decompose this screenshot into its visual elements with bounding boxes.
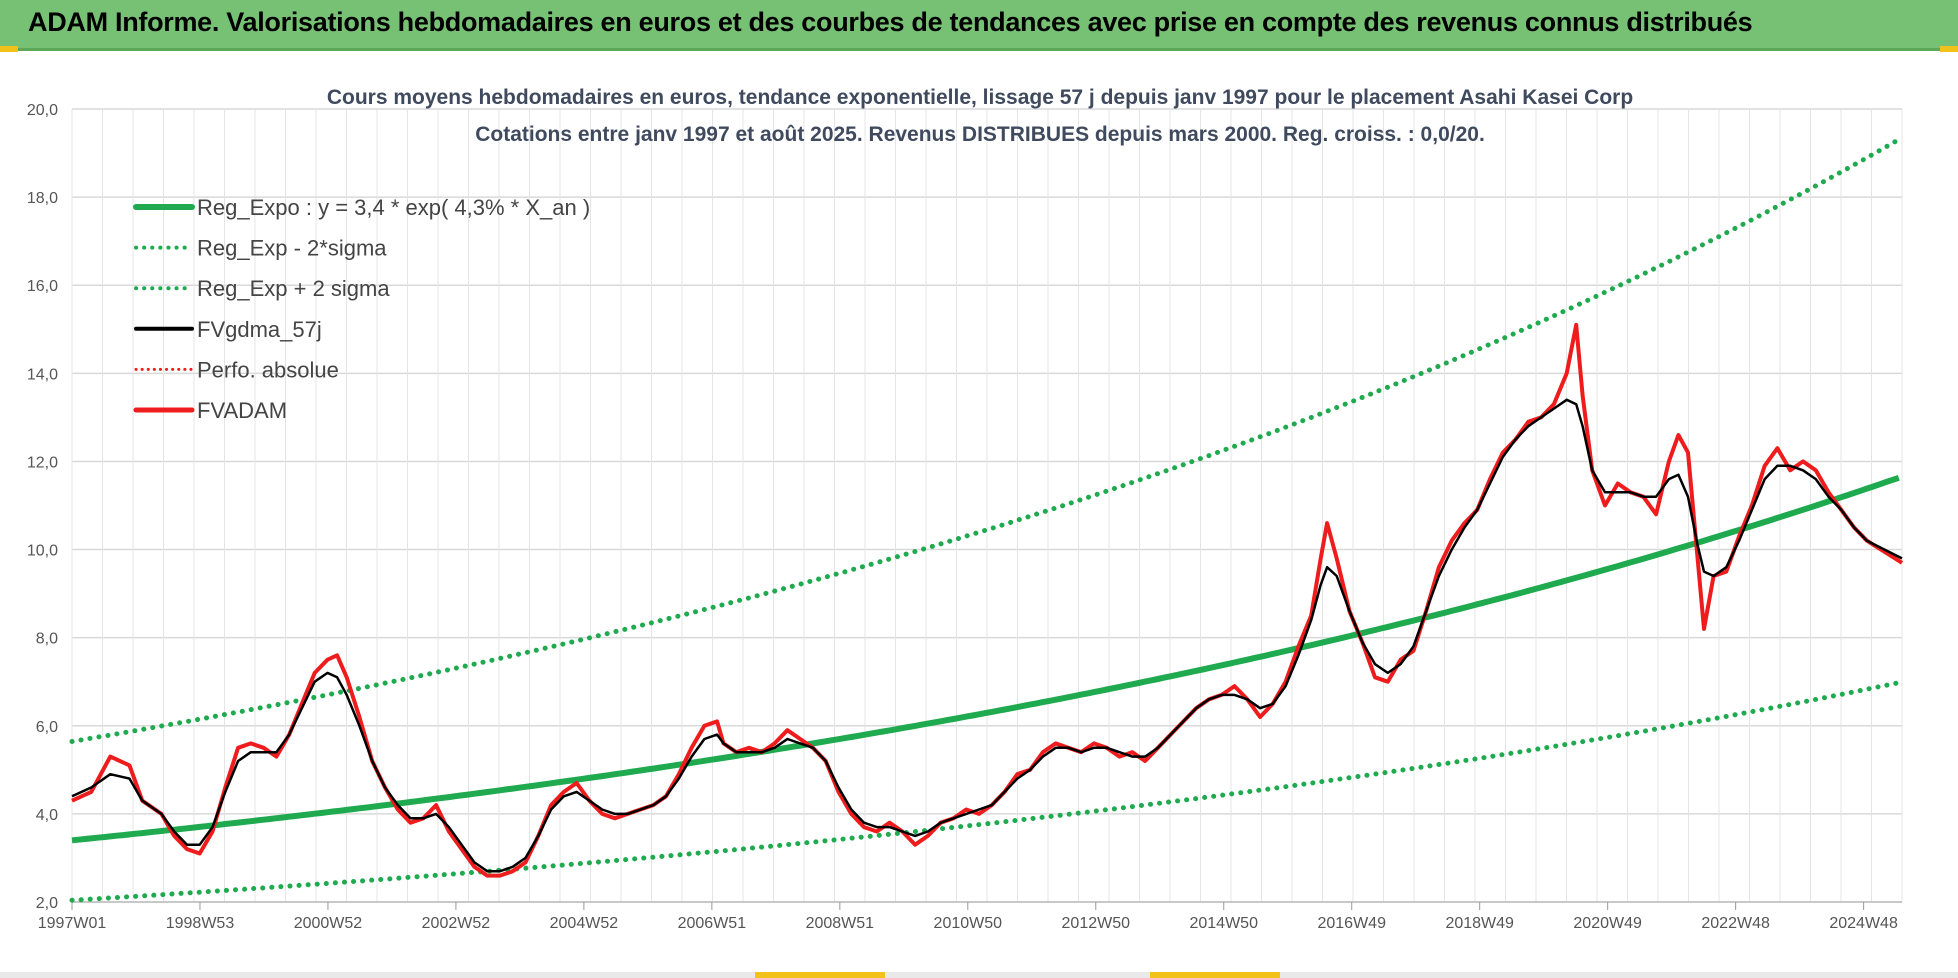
corner-accent-right	[1940, 46, 1958, 52]
x-tick-label: 2010W50	[934, 915, 1003, 932]
x-tick-label: 2016W49	[1317, 915, 1386, 932]
chart-series	[69, 137, 1904, 903]
x-tick-label: 2004W52	[550, 915, 619, 932]
bottom-strip	[0, 972, 1958, 978]
x-tick-label: 2006W51	[678, 915, 747, 932]
chart-grid	[71, 108, 1903, 903]
y-tick-label: 4,0	[36, 807, 58, 824]
x-tick-label: 1998W53	[166, 915, 235, 932]
legend-label: Reg_Exp + 2 sigma	[197, 276, 390, 301]
x-tick-label: 2014W50	[1189, 915, 1258, 932]
x-tick-label: 2012W50	[1062, 915, 1131, 932]
x-tick-label: 2024W48	[1829, 915, 1898, 932]
y-tick-label: 12,0	[27, 454, 58, 471]
legend-label: FVADAM	[197, 398, 287, 423]
y-tick-label: 10,0	[27, 543, 58, 560]
y-tick-label: 6,0	[36, 719, 58, 736]
x-tick-label: 2008W51	[806, 915, 875, 932]
bottom-accent-2	[1150, 972, 1280, 978]
legend-label: FVgdma_57j	[197, 317, 322, 342]
legend-label: Perfo. absolue	[197, 357, 339, 382]
chart-svg: Cours moyens hebdomadaires en euros, ten…	[27, 86, 1904, 932]
series-reg-exp-minus-2sigma	[69, 680, 1902, 903]
chart-legend: Reg_Expo : y = 3,4 * exp( 4,3% * X_an ) R…	[133, 195, 590, 423]
series-reg-expo	[71, 474, 1900, 844]
y-tick-label: 18,0	[27, 190, 58, 207]
bottom-accent-1	[755, 972, 885, 978]
legend-label: Reg_Expo : y = 3,4 * exp( 4,3% * X_an )	[197, 195, 590, 220]
header-bar: ADAM Informe. Valorisations hebdomadaire…	[0, 0, 1958, 51]
chart-title-line2: Cotations entre janv 1997 et août 2025. …	[475, 123, 1485, 146]
y-tick-label: 20,0	[27, 102, 58, 119]
header-title: ADAM Informe. Valorisations hebdomadaire…	[28, 7, 1753, 37]
x-tick-label: 2022W48	[1701, 915, 1770, 932]
chart-title-line1: Cours moyens hebdomadaires en euros, ten…	[327, 86, 1633, 109]
x-tick-label: 2002W52	[422, 915, 491, 932]
x-tick-label: 2018W49	[1445, 915, 1514, 932]
series-reg-exp-plus-2sigma	[69, 137, 1902, 744]
x-axis-ticks: 1997W01 1998W53 2000W52 2002W52 2004W52 2006W…	[38, 902, 1898, 932]
y-tick-label: 8,0	[36, 631, 58, 648]
y-tick-label: 2,0	[36, 895, 58, 912]
series-fvgdma-57j	[71, 398, 1903, 873]
y-tick-label: 14,0	[27, 366, 58, 383]
x-tick-label: 2000W52	[294, 915, 363, 932]
x-tick-label: 2020W49	[1573, 915, 1642, 932]
x-tick-label: 1997W01	[38, 915, 107, 932]
corner-accent-left	[0, 46, 18, 52]
y-axis-ticks: 2,0 4,0 6,0 8,0 10,0 12,0 14,0 16,0 18,0 20,0	[27, 102, 58, 912]
y-tick-label: 16,0	[27, 278, 58, 295]
legend-label: Reg_Exp - 2*sigma	[197, 236, 387, 261]
